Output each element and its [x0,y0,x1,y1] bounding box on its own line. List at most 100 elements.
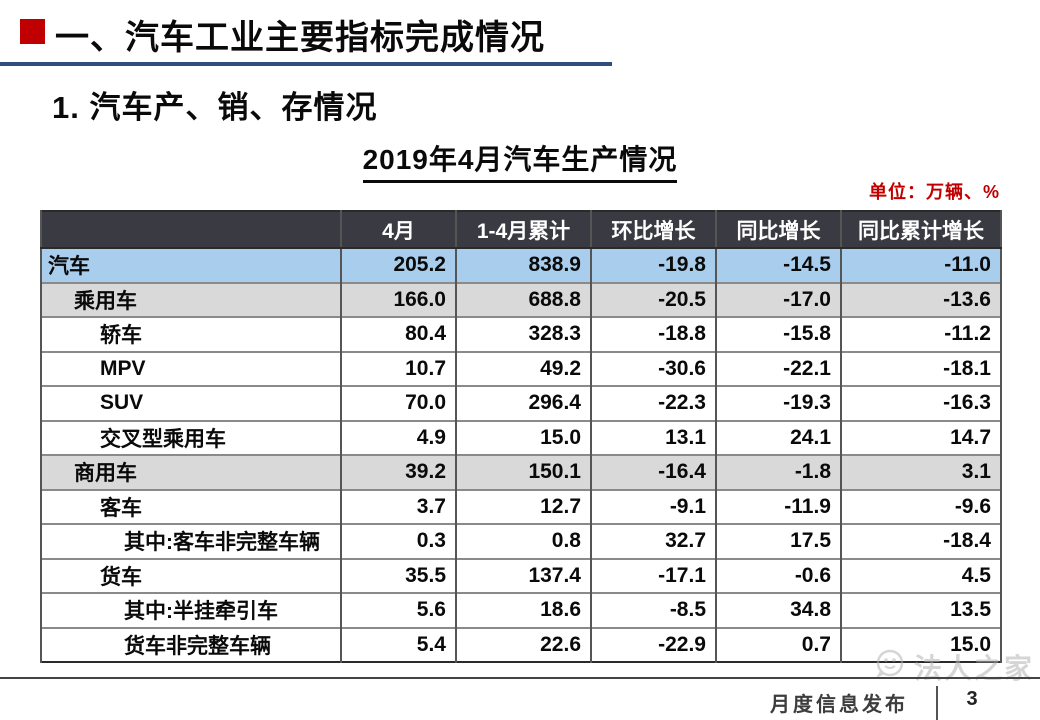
production-table: 4月 1-4月累计 环比增长 同比增长 同比累计增长 汽车 205.2 838.9 -19.8… [40,210,1002,663]
watermark-text: 法人之家 [913,652,1034,684]
watermark: 法人之家 [868,646,1034,687]
column-header: 1-4月累计 [455,211,592,249]
value-cell: -14.5 [715,247,842,283]
value-cell: 838.9 [455,247,592,283]
value-cell: 296.4 [455,385,592,421]
column-header: 同比累计增长 [840,211,1002,249]
value-cell: -15.8 [715,316,842,352]
value-cell: 0.8 [455,523,592,559]
value-cell: -1.8 [715,454,842,490]
value-cell: -9.1 [590,488,717,524]
value-cell: -16.3 [840,385,1002,421]
value-cell: -19.8 [590,247,717,283]
value-cell: 35.5 [340,557,457,593]
column-header: 同比增长 [715,211,842,249]
row-label-cell: 乘用车 [40,281,342,317]
value-cell: -30.6 [590,350,717,386]
table-row: MPV 10.7 49.2 -30.6 -22.1 -18.1 [40,350,1002,386]
row-label-cell: 货车 [40,557,342,593]
value-cell: 4.9 [340,419,457,455]
value-cell: -19.3 [715,385,842,421]
value-cell: 14.7 [840,419,1002,455]
footer-rule [0,677,1040,679]
table-row: 货车非完整车辆 5.4 22.6 -22.9 0.7 15.0 [40,626,1002,662]
table-title: 2019年4月汽车生产情况 [0,138,1040,183]
row-label-cell: 交叉型乘用车 [40,419,342,455]
table-header-row: 4月 1-4月累计 环比增长 同比增长 同比累计增长 [40,211,1002,249]
watermark-logo-icon [868,646,910,687]
value-cell: 0.7 [715,626,842,662]
table-row: 汽车 205.2 838.9 -19.8 -14.5 -11.0 [40,247,1002,283]
footer-divider [936,686,938,720]
value-cell: -17.1 [590,557,717,593]
row-label-cell: 客车 [40,488,342,524]
value-cell: 3.7 [340,488,457,524]
value-cell: 137.4 [455,557,592,593]
table-title-text: 2019年4月汽车生产情况 [362,138,678,183]
value-cell: -0.6 [715,557,842,593]
row-label-cell: 商用车 [40,454,342,490]
value-cell: -16.4 [590,454,717,490]
value-cell: 13.5 [840,592,1002,628]
value-cell: 328.3 [455,316,592,352]
row-label-column-header [40,211,342,249]
table-row: SUV 70.0 296.4 -22.3 -19.3 -16.3 [40,385,1002,421]
value-cell: 15.0 [840,626,1002,662]
value-cell: 80.4 [340,316,457,352]
value-cell: 3.1 [840,454,1002,490]
value-cell: -11.0 [840,247,1002,283]
row-label-cell: 汽车 [40,247,342,283]
value-cell: -8.5 [590,592,717,628]
subsection-title: 1. 汽车产、销、存情况 [52,90,378,125]
value-cell: 49.2 [455,350,592,386]
value-cell: -22.3 [590,385,717,421]
value-cell: 12.7 [455,488,592,524]
value-cell: 4.5 [840,557,1002,593]
table-row: 其中:客车非完整车辆 0.3 0.8 32.7 17.5 -18.4 [40,523,1002,559]
production-data-table: 4月 1-4月累计 环比增长 同比增长 同比累计增长 汽车 205.2 838.9 -19.8… [40,210,1002,663]
table-row: 其中:半挂牵引车 5.6 18.6 -8.5 34.8 13.5 [40,592,1002,628]
value-cell: 34.8 [715,592,842,628]
value-cell: 10.7 [340,350,457,386]
table-row: 商用车 39.2 150.1 -16.4 -1.8 3.1 [40,454,1002,490]
table-row: 轿车 80.4 328.3 -18.8 -15.8 -11.2 [40,316,1002,352]
row-label-cell: 其中:客车非完整车辆 [40,523,342,559]
column-header: 4月 [340,211,457,249]
column-header: 环比增长 [590,211,717,249]
value-cell: -22.9 [590,626,717,662]
value-cell: 15.0 [455,419,592,455]
table-header: 4月 1-4月累计 环比增长 同比增长 同比累计增长 [40,211,1002,249]
page-number: 3 [966,688,978,710]
row-label-cell: 轿车 [40,316,342,352]
value-cell: 70.0 [340,385,457,421]
table-body: 汽车 205.2 838.9 -19.8 -14.5 -11.0 乘用车 166.0 688.8… [40,247,1002,662]
value-cell: 18.6 [455,592,592,628]
row-label-cell: 其中:半挂牵引车 [40,592,342,628]
value-cell: 22.6 [455,626,592,662]
value-cell: -13.6 [840,281,1002,317]
value-cell: -11.9 [715,488,842,524]
value-cell: 150.1 [455,454,592,490]
row-label-cell: MPV [40,350,342,386]
table-row: 乘用车 166.0 688.8 -20.5 -17.0 -13.6 [40,281,1002,317]
section-title: 一、汽车工业主要指标完成情况 [55,19,545,57]
value-cell: -9.6 [840,488,1002,524]
value-cell: 13.1 [590,419,717,455]
value-cell: 5.4 [340,626,457,662]
value-cell: 688.8 [455,281,592,317]
value-cell: -18.8 [590,316,717,352]
table-row: 货车 35.5 137.4 -17.1 -0.6 4.5 [40,557,1002,593]
value-cell: 24.1 [715,419,842,455]
value-cell: 39.2 [340,454,457,490]
value-cell: 0.3 [340,523,457,559]
table-row: 客车 3.7 12.7 -9.1 -11.9 -9.6 [40,488,1002,524]
value-cell: -18.1 [840,350,1002,386]
value-cell: -11.2 [840,316,1002,352]
row-label-cell: 货车非完整车辆 [40,626,342,662]
value-cell: 32.7 [590,523,717,559]
value-cell: -18.4 [840,523,1002,559]
value-cell: -17.0 [715,281,842,317]
value-cell: 166.0 [340,281,457,317]
value-cell: -22.1 [715,350,842,386]
value-cell: 5.6 [340,592,457,628]
